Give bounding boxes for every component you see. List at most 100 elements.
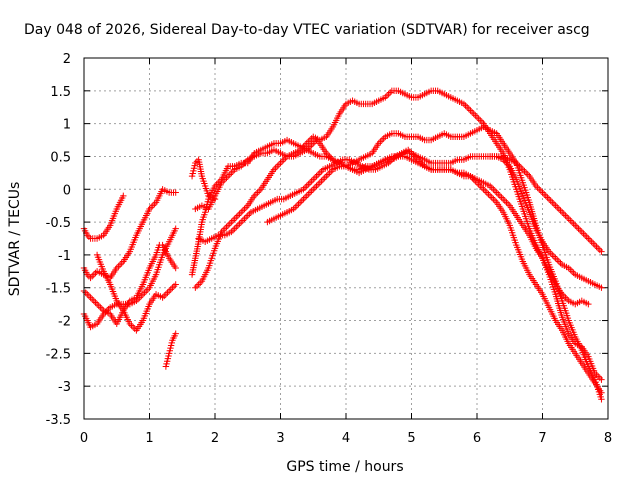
data-point	[501, 197, 509, 204]
data-point	[226, 220, 233, 227]
data-point	[534, 184, 541, 191]
data-point	[598, 389, 605, 396]
y-tick-label: -2.5	[46, 347, 71, 362]
data-point	[490, 186, 497, 193]
data-point	[241, 205, 248, 213]
data-point	[472, 112, 479, 119]
series-sat-12	[264, 149, 605, 255]
data-point	[229, 217, 237, 224]
data-point	[295, 200, 302, 208]
data-point	[555, 205, 563, 213]
data-point	[481, 187, 489, 195]
data-point	[485, 190, 492, 198]
x-tick-label: 5	[407, 431, 415, 446]
data-point	[549, 251, 556, 259]
data-point	[193, 282, 201, 290]
data-point	[598, 396, 605, 403]
data-point	[228, 169, 235, 177]
data-point	[490, 195, 497, 203]
data-point	[549, 199, 556, 206]
data-point	[310, 176, 317, 183]
data-point	[555, 258, 563, 265]
data-point	[277, 159, 284, 167]
data-point	[90, 271, 98, 278]
data-point	[93, 300, 101, 308]
series-sat-5	[93, 251, 179, 334]
data-point	[139, 291, 147, 298]
x-tick-label: 4	[342, 431, 350, 446]
data-point	[563, 213, 571, 221]
data-point	[143, 287, 150, 295]
data-point	[585, 300, 592, 308]
data-point	[498, 194, 505, 201]
data-point	[544, 194, 551, 201]
data-point	[120, 192, 127, 200]
data-point	[316, 179, 323, 186]
data-point	[293, 202, 301, 209]
data-point	[473, 113, 481, 121]
data-point	[311, 174, 319, 181]
data-point	[550, 253, 558, 260]
data-point	[598, 376, 605, 383]
data-point	[562, 212, 569, 219]
data-point	[313, 182, 320, 190]
data-point	[308, 141, 315, 149]
data-point	[97, 304, 104, 311]
data-point	[585, 235, 592, 242]
data-point	[301, 194, 309, 201]
data-point	[314, 171, 322, 178]
data-point	[305, 138, 312, 145]
data-point	[524, 171, 531, 178]
data-point	[495, 190, 502, 198]
data-point	[172, 264, 179, 272]
data-point	[239, 207, 247, 214]
data-point	[239, 217, 247, 224]
data-point	[92, 269, 99, 277]
data-point	[313, 172, 320, 180]
data-point	[306, 189, 314, 196]
data-point	[310, 186, 317, 193]
data-point	[129, 323, 137, 331]
data-point	[87, 274, 94, 282]
data-point	[581, 232, 589, 239]
x-axis-label: GPS time / hours	[286, 459, 403, 475]
data-point	[467, 107, 474, 114]
data-point	[323, 172, 330, 180]
data-point	[305, 181, 312, 188]
data-point	[578, 228, 585, 236]
y-tick-label: -2	[58, 315, 71, 330]
data-point	[242, 213, 250, 221]
data-point	[477, 117, 484, 124]
data-point	[164, 289, 171, 296]
data-point	[278, 158, 286, 165]
data-point	[324, 171, 332, 178]
data-point	[488, 194, 495, 201]
plot-frame	[83, 57, 609, 420]
data-point	[274, 163, 281, 170]
data-point	[326, 169, 333, 177]
y-tick-label: 0.5	[50, 150, 71, 165]
data-point	[521, 168, 528, 175]
series-sat-13	[486, 153, 605, 291]
data-point	[118, 259, 125, 267]
data-point	[560, 210, 567, 218]
data-point	[172, 281, 179, 288]
y-tick-label: -0.5	[46, 216, 71, 231]
data-point	[576, 227, 584, 234]
x-tick-label: 6	[473, 431, 481, 446]
data-point	[573, 223, 581, 231]
data-point	[316, 169, 323, 177]
data-point	[228, 218, 235, 226]
data-point	[321, 174, 328, 181]
data-point	[165, 287, 173, 295]
series-sat-6	[162, 330, 179, 370]
data-point	[470, 110, 477, 117]
data-point	[241, 215, 248, 223]
y-tick-label: -3	[58, 380, 71, 395]
data-point	[275, 161, 283, 168]
y-tick-label: 2	[63, 52, 71, 67]
data-point	[85, 292, 93, 300]
data-point	[272, 164, 279, 172]
data-point	[519, 166, 527, 173]
data-point	[387, 89, 394, 96]
